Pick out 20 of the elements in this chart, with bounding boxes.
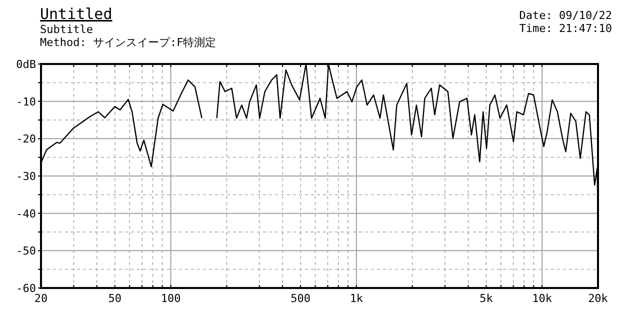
text: Time: 21:47:10: [519, 22, 612, 35]
y-tick-label: 0dB: [16, 58, 36, 71]
x-tick-label: 20k: [588, 292, 608, 305]
y-tick-label: -30: [16, 170, 36, 183]
chart-title: Untitled: [40, 5, 112, 23]
x-tick-label: 500: [290, 292, 310, 305]
chart-subtitle: Subtitle: [40, 23, 93, 36]
x-tick-label: 5k: [480, 292, 494, 305]
x-tick-label: 1k: [350, 292, 364, 305]
text: Date: 09/10/22: [519, 9, 612, 22]
y-tick-label: -40: [16, 207, 36, 220]
y-tick-label: -10: [16, 95, 36, 108]
text: Method: サインスイープ:F特測定: [40, 36, 216, 49]
x-tick-label: 10k: [532, 292, 552, 305]
y-tick-label: -60: [16, 282, 36, 295]
y-tick-label: -50: [16, 244, 36, 258]
y-tick-label: -20: [16, 132, 36, 146]
x-tick-label: 50: [108, 292, 122, 305]
x-tick-label: 100: [160, 292, 181, 305]
x-tick-label: 20: [34, 292, 48, 305]
